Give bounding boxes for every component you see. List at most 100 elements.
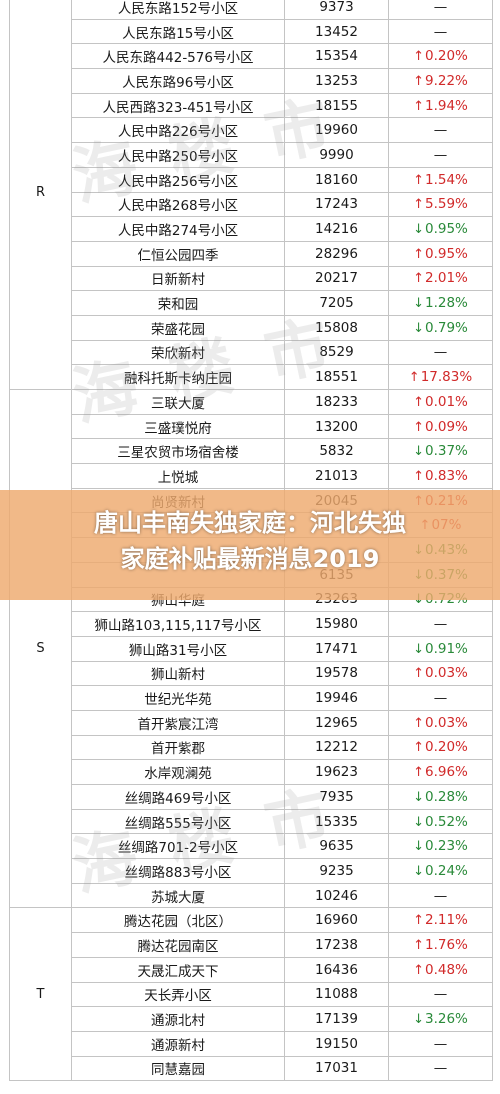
price-change: ↓0.52% <box>388 808 493 835</box>
avg-price: 15808 <box>284 314 389 341</box>
table-row: 水岸观澜苑 19623 ↑6.96% <box>10 759 493 785</box>
avg-price: 12965 <box>284 709 389 736</box>
change-value: 0.03% <box>425 714 468 731</box>
arrow-down-icon: ↓ <box>413 863 424 879</box>
avg-price: 11088 <box>284 981 389 1008</box>
change-value: 0.24% <box>425 862 468 879</box>
avg-price: 19578 <box>284 660 389 687</box>
price-change: ↑0.48% <box>388 956 493 983</box>
avg-price: 19960 <box>284 117 389 144</box>
price-change: ↓0.24% <box>388 858 493 884</box>
change-value: 5.59% <box>425 196 468 213</box>
change-value: 0.95% <box>425 221 468 238</box>
arrow-down-icon: ↓ <box>413 641 424 657</box>
change-value: — <box>433 986 448 1003</box>
headline-text[interactable]: 唐山丰南失独家庭：河北失独 家庭补贴最新消息2019 <box>0 505 500 577</box>
table-row: 天长弄小区 11088 — <box>10 981 493 1008</box>
arrow-down-icon: ↓ <box>413 1012 424 1028</box>
change-value: 1.94% <box>425 97 468 114</box>
arrow-up-icon: ↑ <box>413 73 424 89</box>
table-row: 人民中路226号小区 19960 — <box>10 117 493 144</box>
price-change: — <box>388 0 493 20</box>
community-name: 天晟汇成天下 <box>71 956 285 983</box>
price-change: ↑0.83% <box>388 463 493 489</box>
arrow-down-icon: ↓ <box>413 444 424 460</box>
change-value: — <box>433 146 448 163</box>
price-change: ↓1.28% <box>388 290 493 316</box>
avg-price: 12212 <box>284 734 389 761</box>
change-value: 0.48% <box>425 961 468 978</box>
table-row: 人民东路96号小区 13253 ↑9.22% <box>10 68 493 94</box>
avg-price: 17031 <box>284 1055 389 1082</box>
price-change: — <box>388 18 493 45</box>
community-name: 苏城大厦 <box>71 882 285 909</box>
group-letter: S <box>9 388 72 909</box>
table-row: 人民中路274号小区 14216 ↓0.95% <box>10 216 493 242</box>
change-value: — <box>433 23 448 40</box>
arrow-up-icon: ↑ <box>413 419 424 435</box>
table-row: 丝绸路555号小区 15335 ↓0.52% <box>10 808 493 835</box>
price-change: ↓0.95% <box>388 216 493 242</box>
table-row: T 腾达花园（北区） 16960 ↑2.11% <box>9 907 493 1082</box>
table-row: 人民东路442-576号小区 15354 ↑0.20% <box>10 43 493 70</box>
community-name: 首开紫郡 <box>71 734 285 761</box>
community-name: 日新新村 <box>71 265 285 292</box>
price-change: — <box>388 142 493 168</box>
community-name: 上悦城 <box>71 463 285 489</box>
table-row: 人民西路323-451号小区 18155 ↑1.94% <box>10 92 493 119</box>
community-name: 世纪光华苑 <box>71 685 285 711</box>
avg-price: 19946 <box>284 685 389 711</box>
price-change: ↑2.01% <box>388 265 493 292</box>
community-name: 荣和园 <box>71 290 285 316</box>
avg-price: 7205 <box>284 290 389 316</box>
arrow-up-icon: ↑ <box>413 765 424 781</box>
community-name: 三星农贸市场宿舍楼 <box>71 438 285 465</box>
community-name: 人民东路442-576号小区 <box>71 43 285 70</box>
avg-price: 9635 <box>284 833 389 860</box>
arrow-up-icon: ↑ <box>413 271 424 287</box>
price-change: ↑1.76% <box>388 932 493 958</box>
change-value: — <box>433 616 448 633</box>
price-change: — <box>388 1030 493 1057</box>
table-row: 人民中路256号小区 18160 ↑1.54% <box>10 166 493 193</box>
change-value: 1.54% <box>425 171 468 188</box>
arrow-down-icon: ↓ <box>413 839 424 855</box>
community-name: 人民东路15号小区 <box>71 18 285 45</box>
price-change: ↑2.11% <box>388 907 493 934</box>
avg-price: 16436 <box>284 956 389 983</box>
change-value: — <box>433 690 448 707</box>
change-value: 0.03% <box>425 665 468 682</box>
table-row: S 三联大厦 18233 ↑0.01% <box>9 388 493 909</box>
avg-price: 8529 <box>284 339 389 366</box>
table-row: 丝绸路469号小区 7935 ↓0.28% <box>10 784 493 810</box>
change-value: — <box>433 0 448 15</box>
avg-price: 7935 <box>284 784 389 810</box>
arrow-up-icon: ↑ <box>413 394 424 410</box>
change-value: 9.22% <box>425 72 468 89</box>
table-row: R 人民东路152号小区 9373 — <box>9 0 493 390</box>
price-change: — <box>388 339 493 366</box>
arrow-down-icon: ↓ <box>413 222 424 238</box>
change-value: 0.28% <box>425 788 468 805</box>
community-name: 狮山路31号小区 <box>71 635 285 662</box>
avg-price: 28296 <box>284 240 389 267</box>
arrow-up-icon: ↑ <box>413 49 424 65</box>
change-value: 0.01% <box>425 393 468 410</box>
price-change: ↑0.95% <box>388 240 493 267</box>
community-name: 通源新村 <box>71 1030 285 1057</box>
table-row: 人民东路15号小区 13452 — <box>10 18 493 45</box>
headline-line-1: 唐山丰南失独家庭：河北失独 <box>94 509 406 537</box>
change-value: — <box>433 122 448 139</box>
price-change: ↓0.28% <box>388 784 493 810</box>
price-change: ↑1.94% <box>388 92 493 119</box>
community-name: 人民西路323-451号小区 <box>71 92 285 119</box>
table-row: 丝绸路701-2号小区 9635 ↓0.23% <box>10 833 493 860</box>
community-name: 水岸观澜苑 <box>71 759 285 785</box>
price-change: ↑6.96% <box>388 759 493 785</box>
group-letter: R <box>9 0 72 390</box>
community-name: 同慧嘉园 <box>71 1055 285 1082</box>
table-row: 荣盛花园 15808 ↓0.79% <box>10 314 493 341</box>
change-value: 2.11% <box>425 912 468 929</box>
price-change: — <box>388 882 493 909</box>
price-change: ↑0.03% <box>388 709 493 736</box>
